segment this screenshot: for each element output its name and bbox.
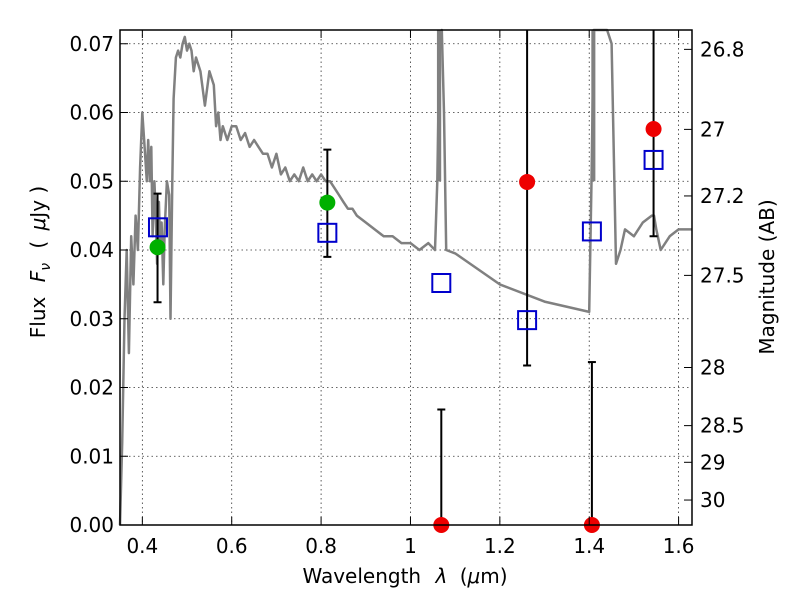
magnitude-axis-ticks: 26.8 27 27.2 27.5 28 28.5 29 30 [684,37,745,512]
data-point-circle [319,194,336,211]
data-point-circle [149,239,166,256]
x-axis-symbol: λ [434,564,447,588]
data-point-square [431,273,452,293]
y-axis-title: Flux Fν ( μJy ) [26,186,55,338]
y-tick-label: 0.06 [69,101,114,125]
y-tick-label: 0.04 [69,238,114,262]
photometry-markers [147,121,664,533]
plot-frame [119,29,693,526]
x-tick-label: 0.8 [305,534,337,558]
magnitude-axis-title: Magnitude (AB) [755,199,779,354]
data-point-circle [645,121,662,137]
data-point-circle [519,173,536,190]
x-axis-title: Wavelength λ (μm) [302,564,507,588]
x-tick-label: 1.6 [663,534,695,558]
x-tick-label: 1.4 [573,534,605,558]
magnitude-tick-label: 26.8 [700,37,745,61]
magnitude-tick-label: 27.5 [700,263,745,287]
grid-lines [120,30,692,526]
y-tick-label: 0.07 [69,32,114,56]
magnitude-tick-label: 28 [700,356,725,380]
data-point-square [643,149,664,170]
x-tick-label: 1 [404,534,417,558]
x-tick-label: 1.2 [484,534,516,558]
magnitude-tick-label: 27 [700,117,725,141]
x-tick-label: 0.6 [216,534,248,558]
magnitude-tick-label: 28.5 [700,414,745,438]
y-tick-label: 0.00 [69,513,114,537]
y-tick-label: 0.01 [69,444,114,468]
error-bars [153,30,658,525]
data-point-square [581,221,602,242]
model-spectrum-line [118,28,692,526]
y-tick-label: 0.03 [69,307,114,331]
magnitude-tick-label: 27.2 [700,184,745,208]
x-tick-label: 0.4 [126,534,158,558]
x-axis-ticks: 0.4 0.6 0.8 1 1.2 1.4 1.6 [126,30,695,558]
data-point-square [517,310,538,331]
magnitude-tick-label: 29 [700,450,725,474]
data-point-square [317,222,338,243]
data-point-square [147,217,168,238]
model-spectrum [118,28,692,526]
y-tick-label: 0.05 [69,169,114,193]
magnitude-tick-label: 30 [700,488,725,512]
y-axis-ticks: 0.00 0.01 0.02 0.03 0.04 0.05 0.06 0.07 [69,32,128,537]
y-tick-label: 0.02 [69,376,114,400]
